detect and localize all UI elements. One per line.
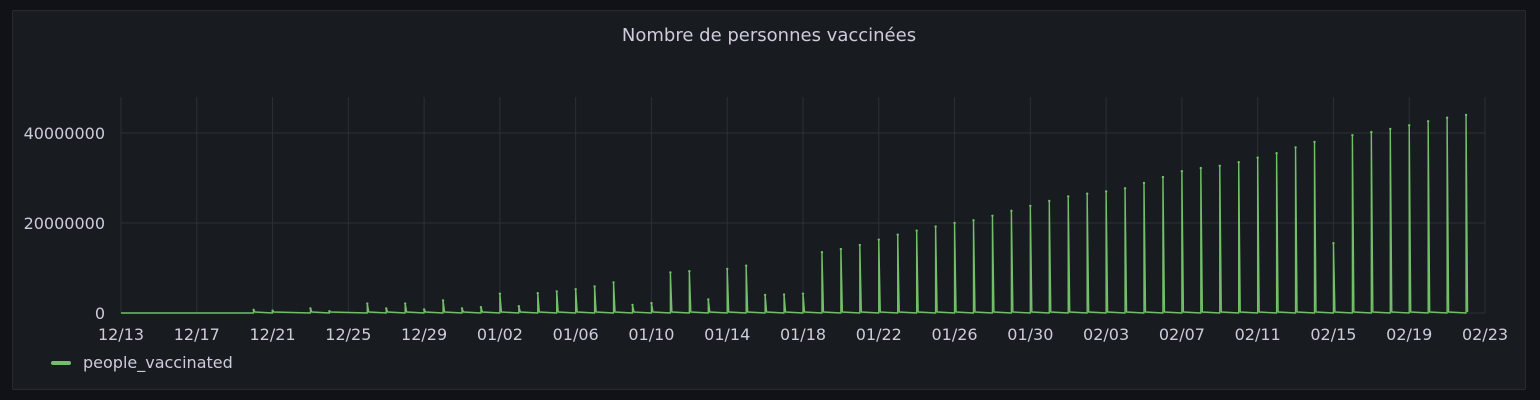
data-point	[1408, 124, 1411, 127]
data-point	[1313, 140, 1316, 144]
data-point	[1010, 209, 1013, 213]
data-point	[271, 309, 274, 312]
data-point	[801, 292, 805, 295]
data-point	[744, 264, 748, 267]
data-point	[839, 247, 843, 251]
data-point	[1218, 164, 1221, 168]
data-point	[1256, 156, 1259, 159]
data-point	[877, 238, 880, 241]
x-tick-label: 01/02	[477, 325, 523, 344]
data-point	[366, 302, 369, 305]
data-point	[555, 290, 558, 293]
legend-item-people-vaccinated[interactable]: people_vaccinated	[51, 353, 233, 372]
data-point	[1142, 181, 1146, 185]
data-point	[1464, 113, 1468, 117]
y-tick-label: 20000000	[24, 214, 105, 233]
x-tick-label: 01/10	[628, 325, 674, 344]
data-point	[252, 308, 255, 312]
data-point	[536, 292, 539, 295]
x-tick-label: 01/06	[553, 325, 599, 344]
data-point	[498, 292, 502, 295]
data-point	[726, 267, 729, 271]
data-point	[858, 243, 862, 247]
y-tick-label: 40000000	[24, 124, 105, 143]
data-point	[1426, 120, 1430, 123]
x-tick-label: 02/23	[1462, 325, 1508, 344]
data-point	[1199, 166, 1203, 170]
data-point	[574, 287, 577, 291]
data-point	[1029, 204, 1032, 208]
data-point	[669, 271, 672, 274]
x-tick-label: 12/13	[98, 325, 144, 344]
x-tick-label: 12/17	[174, 325, 220, 344]
data-point	[441, 299, 445, 302]
data-point	[953, 221, 956, 225]
data-point	[972, 219, 975, 222]
y-tick-label: 0	[95, 304, 105, 323]
data-point	[1332, 242, 1335, 245]
x-tick-label: 12/29	[401, 325, 447, 344]
legend-color-swatch	[51, 360, 71, 365]
data-point	[479, 305, 483, 309]
x-tick-label: 02/19	[1386, 325, 1432, 344]
data-point	[782, 293, 786, 296]
data-point	[460, 307, 464, 310]
data-point	[1370, 130, 1373, 134]
data-point	[385, 307, 388, 310]
data-point	[650, 301, 653, 305]
x-tick-label: 01/14	[704, 325, 750, 344]
x-tick-label: 02/11	[1235, 325, 1281, 344]
data-point	[688, 269, 691, 273]
data-point	[422, 308, 426, 311]
data-point	[707, 298, 710, 301]
data-point	[1445, 116, 1449, 119]
data-point	[1294, 146, 1297, 149]
data-point	[1161, 175, 1165, 179]
data-point	[1237, 161, 1240, 164]
data-point	[593, 285, 596, 288]
x-tick-label: 02/15	[1310, 325, 1356, 344]
data-point	[517, 305, 521, 308]
chart-panel: Nombre de personnes vaccinées 12/13 12/17…	[12, 10, 1526, 390]
data-point	[1085, 192, 1089, 195]
x-tick-label: 12/21	[250, 325, 296, 344]
x-tick-label: 02/03	[1083, 325, 1129, 344]
legend-label: people_vaccinated	[83, 353, 233, 372]
data-point	[403, 302, 407, 305]
data-point	[612, 281, 615, 284]
data-point	[631, 303, 634, 307]
data-point	[1067, 195, 1070, 198]
x-tick-label: 01/30	[1007, 325, 1053, 344]
data-point	[915, 229, 918, 232]
data-point	[1275, 152, 1278, 155]
x-tick-label: 01/18	[780, 325, 826, 344]
data-point	[1389, 127, 1392, 131]
x-tick-label: 02/07	[1159, 325, 1205, 344]
panel-title: Nombre de personnes vaccinées	[621, 25, 917, 46]
x-tick-label: 01/22	[856, 325, 902, 344]
x-tick-label: 01/26	[932, 325, 978, 344]
data-point	[934, 225, 937, 228]
data-point	[1048, 199, 1051, 203]
x-tick-label: 12/25	[325, 325, 371, 344]
series-line-people-vaccinated	[121, 114, 1469, 314]
data-point	[1351, 134, 1354, 137]
data-point	[1123, 187, 1127, 190]
data-point	[896, 233, 899, 236]
data-point	[820, 251, 824, 254]
line-chart: 12/13 12/17 12/21 12/25 12/29 01/02 01/06 01/10…	[24, 97, 1508, 344]
data-point	[309, 307, 312, 310]
data-point	[763, 293, 767, 297]
data-point	[1104, 190, 1108, 193]
data-point	[991, 214, 994, 217]
data-point	[328, 310, 331, 313]
data-point	[1180, 170, 1184, 173]
